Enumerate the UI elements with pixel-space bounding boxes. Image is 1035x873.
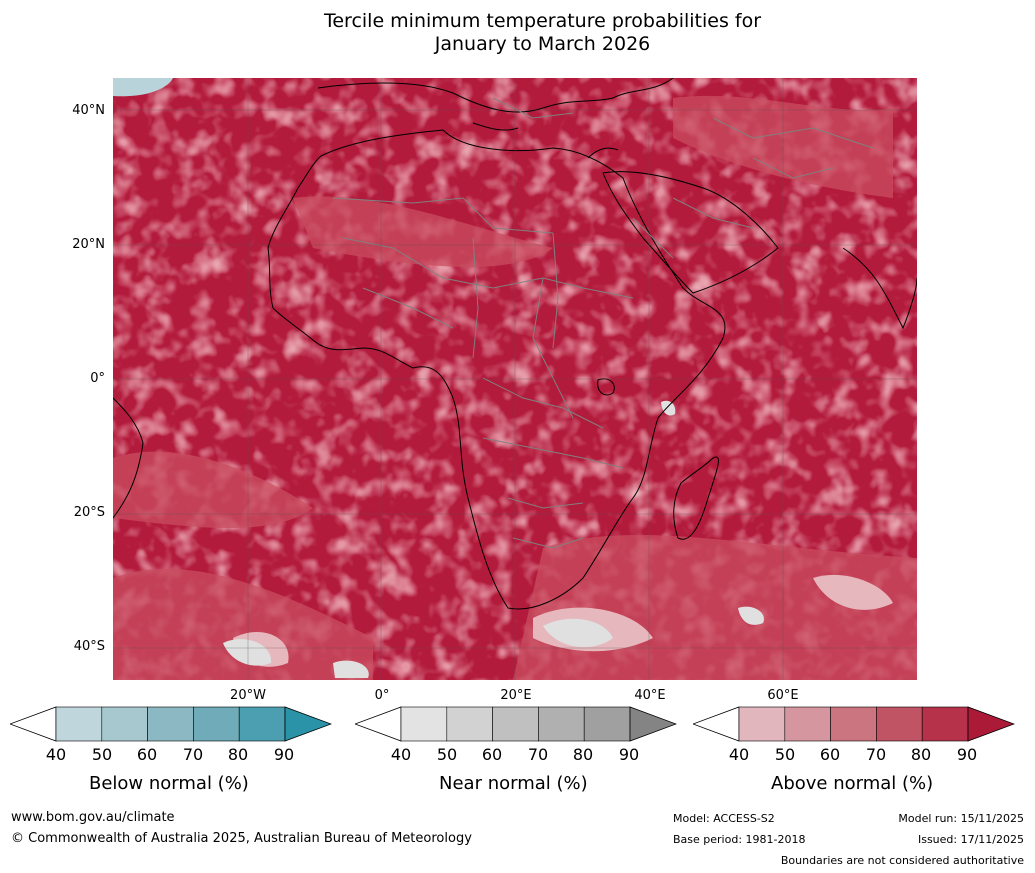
colorbar-bin	[147, 706, 194, 742]
below-normal-patch	[113, 78, 173, 97]
colorbar-bin	[830, 706, 877, 742]
legend-tick: 40	[390, 745, 412, 764]
colorbar-bin	[538, 706, 585, 742]
legend-tick: 60	[136, 745, 158, 764]
legend-tick: 50	[91, 745, 113, 764]
legend-tick: 80	[910, 745, 932, 764]
probability-map	[113, 78, 917, 680]
legend-tick: 90	[618, 745, 640, 764]
legend-tick: 70	[527, 745, 549, 764]
colorbar-bin	[784, 706, 831, 742]
colorbar-bin	[492, 706, 539, 742]
footer-copyright: © Commonwealth of Australia 2025, Austra…	[11, 831, 472, 846]
lon-label-60e: 60°E	[767, 688, 799, 703]
colorbar-bin	[876, 706, 923, 742]
colorbar-max-arrow	[629, 706, 678, 742]
legend-near-normal: 40 50 60 70 80 90 Near normal (%)	[353, 705, 678, 794]
legend-tick: 70	[865, 745, 887, 764]
title-line-2: January to March 2026	[434, 33, 651, 55]
footer-website: www.bom.gov.au/climate	[11, 810, 175, 825]
colorbar-max-arrow	[967, 706, 1016, 742]
colorbar-bin	[446, 706, 493, 742]
lon-label-0: 0°	[374, 688, 390, 703]
chart-title: Tercile minimum temperature probabilitie…	[0, 10, 1035, 56]
lon-label-20w: 20°W	[230, 688, 266, 703]
legend-tick: 80	[227, 745, 249, 764]
colorbar-bin	[400, 706, 448, 742]
legend-tick: 60	[481, 745, 503, 764]
near-normal-patches	[223, 400, 764, 678]
country-borders	[332, 97, 874, 549]
legend-tick: 50	[436, 745, 458, 764]
colorbar-min-arrow	[691, 706, 740, 742]
lat-label-40s: 40°S	[73, 639, 105, 654]
legend-tick: 70	[182, 745, 204, 764]
colorbar-max-arrow	[284, 706, 333, 742]
legend-below-normal: 40 50 60 70 80 90 Below normal (%)	[8, 705, 333, 794]
footer-model-run: Model run: 15/11/2025	[898, 812, 1024, 825]
colorbar-bin	[583, 706, 631, 742]
lat-label-0: 0°	[90, 371, 105, 386]
colorbar-below-normal	[8, 706, 333, 742]
legend-tick: 40	[45, 745, 67, 764]
lat-label-40n: 40°N	[72, 103, 105, 118]
colorbar-bin	[55, 706, 103, 742]
colorbar-bin	[101, 706, 148, 742]
lon-label-40e: 40°E	[634, 688, 666, 703]
lat-label-20n: 20°N	[72, 237, 105, 252]
colorbar-bin	[238, 706, 286, 742]
legend-caption-above: Above normal (%)	[771, 773, 934, 794]
colorbar-min-arrow	[8, 706, 57, 742]
colorbar-near-normal	[353, 706, 678, 742]
title-line-1: Tercile minimum temperature probabilitie…	[323, 10, 762, 32]
legend-tick: 50	[774, 745, 796, 764]
graticule	[113, 78, 917, 680]
lat-label-20s: 20°S	[73, 505, 105, 520]
legend-above-normal: 40 50 60 70 80 90 Above normal (%)	[691, 705, 1016, 794]
colorbar-min-arrow	[353, 706, 402, 742]
legend-tick: 60	[819, 745, 841, 764]
colorbar-bin	[921, 706, 969, 742]
legend-tick: 40	[728, 745, 750, 764]
footer-base-period: Base period: 1981-2018	[673, 833, 806, 846]
legend-caption-below: Below normal (%)	[89, 773, 249, 794]
map-svg	[113, 78, 917, 680]
colorbar-bin	[738, 706, 786, 742]
legend-tick: 80	[572, 745, 594, 764]
footer-disclaimer: Boundaries are not considered authoritat…	[780, 854, 1024, 867]
lon-label-20e: 20°E	[500, 688, 532, 703]
footer-model: Model: ACCESS-S2	[673, 812, 775, 825]
colorbar-above-normal	[691, 706, 1016, 742]
legend-tick: 90	[956, 745, 978, 764]
legend-caption-near: Near normal (%)	[439, 773, 588, 794]
colorbar-bin	[193, 706, 240, 742]
footer-issued: Issued: 17/11/2025	[917, 833, 1024, 846]
legend-tick: 90	[273, 745, 295, 764]
